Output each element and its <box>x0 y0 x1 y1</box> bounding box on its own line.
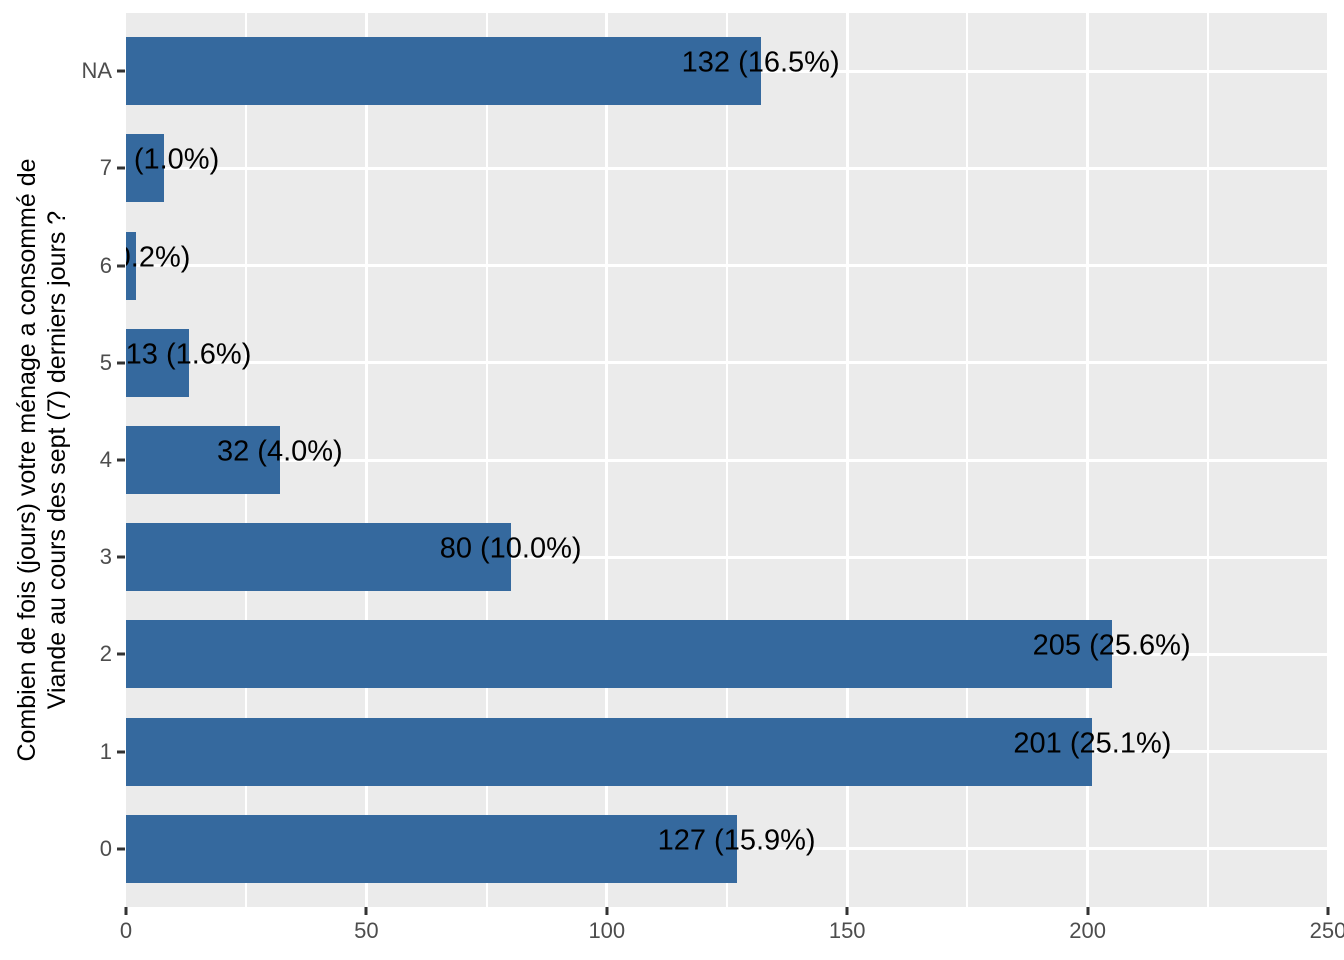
gridline-y-major <box>126 458 1328 462</box>
y-axis-title-line-1: Combien de fois (jours) votre ménage a c… <box>13 158 41 762</box>
y-tick-mark <box>117 652 125 656</box>
x-tick-label: 150 <box>828 918 866 943</box>
y-tick-mark <box>117 750 125 754</box>
bar-value-label: 2 (0.2%) <box>126 241 191 274</box>
x-tick-mark <box>1326 907 1330 915</box>
bar <box>126 231 136 300</box>
bar-value-label: 13 (1.6%) <box>126 338 252 371</box>
y-tick-mark <box>117 847 125 851</box>
y-tick-label: NA <box>81 58 112 84</box>
bar <box>126 717 1093 786</box>
bar <box>126 328 189 397</box>
bar <box>126 426 280 494</box>
bar-value-label: 132 (16.5%) <box>681 46 840 79</box>
bar-value-label: 201 (25.1%) <box>1013 727 1172 760</box>
y-tick-mark <box>117 458 125 462</box>
bar-value-label: 8 (1.0%) <box>126 143 220 176</box>
x-tick-mark <box>845 907 849 915</box>
y-axis-title-line-2: Viande au cours des sept (7) derniers jo… <box>43 210 71 710</box>
x-tick-label: 250 <box>1309 918 1344 943</box>
plot-panel: 132 (16.5%) 8 (1.0%) 2 (0.2%) 13 (1.6%) 32 (… <box>126 13 1328 907</box>
gridline-y-major <box>126 166 1328 170</box>
gridline-y-major <box>126 264 1328 268</box>
x-tick-mark <box>605 907 609 915</box>
bar-value-label: 80 (10.0%) <box>439 532 582 565</box>
x-tick-label: 50 <box>354 918 379 943</box>
y-tick-label: 5 <box>99 349 112 375</box>
x-tick-mark <box>1086 907 1090 915</box>
bar <box>126 523 511 592</box>
x-tick-label: 200 <box>1069 918 1106 943</box>
x-tick-mark <box>124 907 128 915</box>
bar-value-label: 32 (4.0%) <box>216 435 343 468</box>
y-tick-label: 4 <box>99 447 112 472</box>
bar-value-label: 205 (25.6%) <box>1032 629 1191 662</box>
y-tick-mark <box>117 555 125 559</box>
bar-value-label: 127 (15.9%) <box>657 824 816 857</box>
y-tick-mark <box>117 361 125 365</box>
x-tick-label: 100 <box>588 918 626 943</box>
y-tick-mark <box>117 264 125 268</box>
x-tick-mark <box>364 907 368 915</box>
bar <box>126 620 1112 689</box>
y-tick-mark <box>117 69 125 73</box>
y-tick-mark <box>117 166 125 170</box>
gridline-y-major <box>126 361 1328 365</box>
x-tick-label: 0 <box>119 918 133 943</box>
gridline-y-major <box>126 555 1328 559</box>
y-tick-label: 3 <box>99 544 112 570</box>
bar <box>126 814 737 883</box>
bar <box>126 134 165 203</box>
bar <box>126 37 761 106</box>
y-tick-label: 1 <box>99 738 112 764</box>
y-tick-label: 0 <box>99 835 112 861</box>
y-tick-label: 6 <box>99 252 112 278</box>
y-tick-label: 2 <box>99 641 112 667</box>
y-axis-title: Combien de fois (jours) votre ménage a c… <box>12 158 72 761</box>
y-tick-label: 7 <box>99 155 112 181</box>
